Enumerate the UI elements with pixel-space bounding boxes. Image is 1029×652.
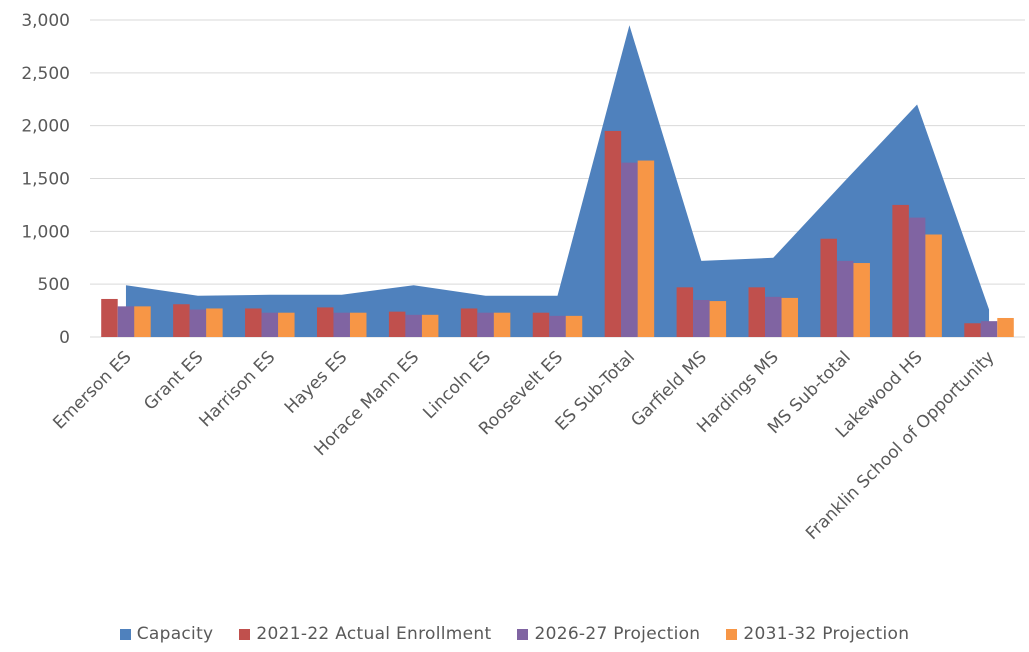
bar-1	[173, 304, 190, 337]
chart-legend: Capacity 2021-22 Actual Enrollment 2026-27…	[0, 624, 1029, 644]
bar-2	[621, 162, 638, 337]
bar-2	[908, 217, 926, 337]
bar-2	[980, 321, 998, 337]
legend-swatch	[119, 628, 131, 640]
legend-label: 2026-27 Projection	[534, 624, 701, 644]
bar-2	[405, 314, 422, 337]
bar-3	[709, 301, 727, 337]
bar-3	[349, 312, 367, 337]
legend-item: 2021-22 Actual Enrollment	[239, 624, 491, 644]
bar-3	[206, 308, 223, 337]
bar-1	[604, 130, 622, 337]
bar-3	[565, 315, 583, 337]
legend-item: 2026-27 Projection	[517, 624, 700, 644]
bar-3	[997, 317, 1014, 337]
bar-2	[477, 312, 494, 337]
bar-1	[460, 308, 478, 337]
bar-1	[245, 308, 262, 337]
legend-swatch	[239, 628, 251, 640]
bar-1	[676, 287, 694, 337]
bar-3	[493, 312, 511, 337]
y-tick-label: 2,500	[21, 64, 70, 84]
bar-1	[101, 298, 118, 337]
y-tick-label: 500	[38, 275, 70, 295]
bar-2	[693, 300, 710, 337]
y-tick-label: 0	[59, 328, 70, 348]
bar-3	[134, 306, 151, 337]
x-tick-label: Lincoln ES	[419, 347, 495, 423]
capacity-area	[125, 25, 990, 338]
bar-3	[781, 297, 799, 337]
legend-item: Capacity	[119, 624, 214, 644]
legend-label: 2021-22 Actual Enrollment	[256, 624, 492, 644]
legend-label: Capacity	[136, 624, 214, 644]
bar-2	[189, 309, 207, 337]
x-tick-label: Emerson ES	[49, 347, 135, 433]
bar-2	[261, 312, 279, 337]
bar-2	[549, 315, 566, 337]
y-tick-label: 1,500	[21, 170, 70, 190]
y-tick-label: 2,000	[21, 117, 70, 137]
bar-1	[316, 307, 334, 337]
bar-1	[748, 287, 766, 337]
y-tick-label: 3,000	[21, 11, 70, 31]
legend-item: 2031-32 Projection	[726, 624, 909, 644]
y-tick-label: 1,000	[21, 222, 70, 242]
chart-plot: 0 500 1,000 1,500 2,000 2,500 3,000 Emerson ES G…	[21, 11, 1025, 544]
x-tick-label: Grant ES	[140, 347, 207, 414]
bar-2	[765, 296, 782, 337]
bar-2	[836, 260, 854, 337]
bar-3	[278, 312, 295, 337]
bar-3	[853, 263, 870, 337]
bar-3	[421, 314, 439, 337]
bar-1	[388, 311, 406, 337]
x-tick-label: Hayes ES	[281, 347, 351, 417]
x-tick-label: Harrison ES	[195, 347, 279, 431]
legend-label: 2031-32 Projection	[743, 624, 910, 644]
legend-swatch	[726, 628, 738, 640]
bar-1	[820, 238, 837, 337]
bar-1	[964, 323, 981, 337]
bar-2	[117, 306, 135, 337]
bar-1	[532, 312, 550, 337]
bar-1	[892, 204, 909, 337]
bar-3	[637, 160, 655, 337]
bar-3	[925, 234, 942, 337]
legend-swatch	[517, 628, 529, 640]
bar-2	[333, 312, 350, 337]
